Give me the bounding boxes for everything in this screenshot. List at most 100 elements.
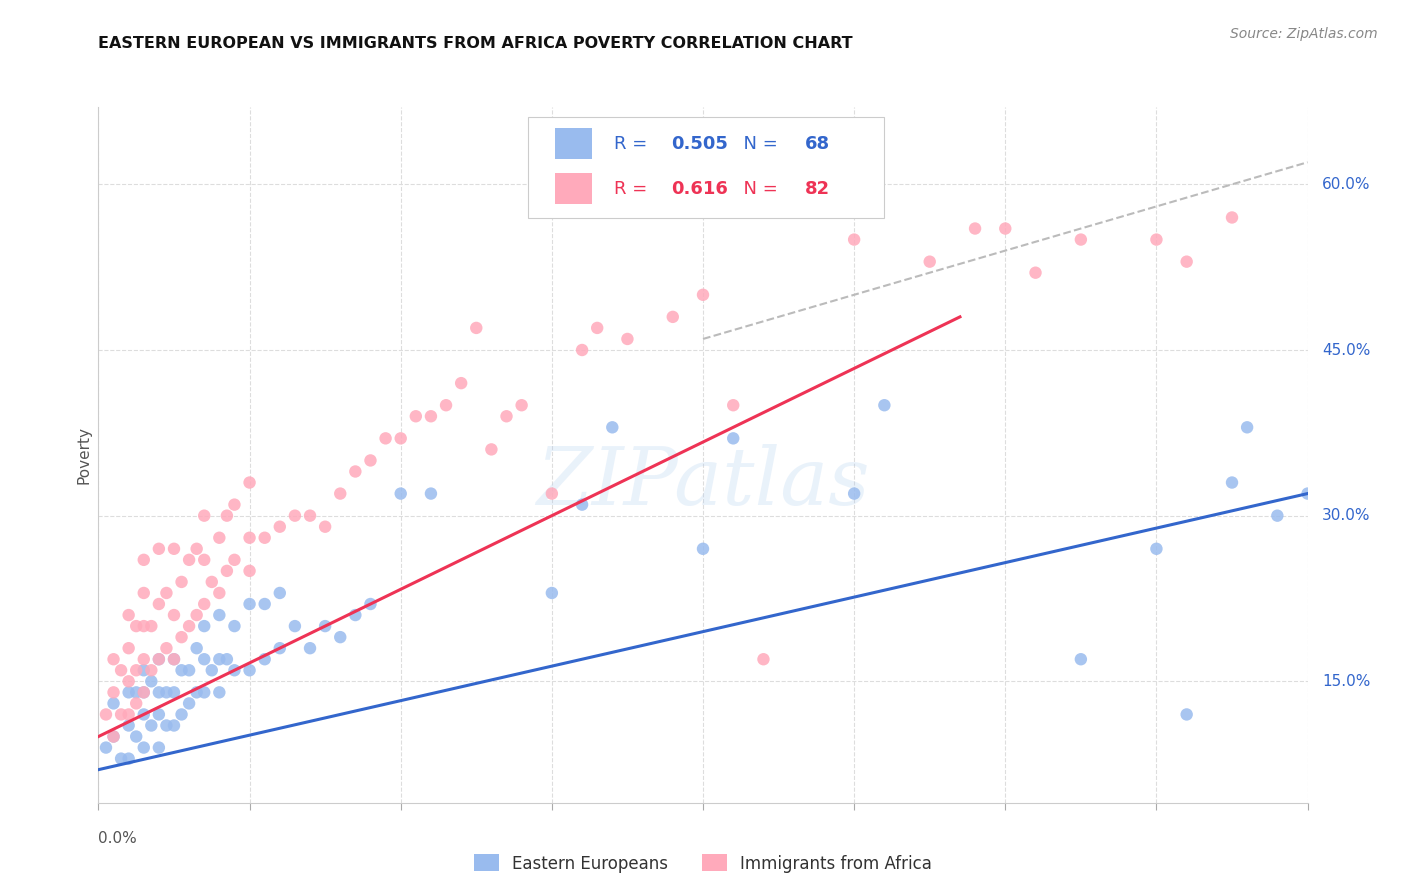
Point (269, 586, 291, 600)
Point (193, 685, 215, 699)
Point (450, 376, 472, 391)
Point (148, 685, 170, 699)
Point (103, 730, 125, 744)
Point (132, 707, 155, 722)
Point (141, 619, 163, 633)
Point (193, 508, 215, 523)
Point (118, 674, 141, 689)
Point (692, 541, 714, 556)
Point (329, 630, 352, 644)
Point (419, 409, 441, 424)
Point (148, 652, 170, 666)
Point (118, 718, 141, 732)
Text: 82: 82 (804, 180, 830, 198)
Point (132, 553, 155, 567)
Point (360, 453, 382, 467)
Point (141, 674, 163, 689)
Point (344, 465, 367, 479)
Point (571, 498, 593, 512)
Point (215, 508, 238, 523)
Point (201, 663, 224, 677)
Point (163, 652, 186, 666)
Point (193, 597, 215, 611)
Text: 0.505: 0.505 (672, 135, 728, 153)
Point (125, 663, 148, 677)
Point (118, 685, 141, 699)
Point (510, 398, 533, 412)
Point (94, 740, 117, 755)
Point (141, 663, 163, 677)
Point (253, 652, 276, 666)
Point (721, 398, 744, 412)
Point (481, 442, 503, 457)
FancyBboxPatch shape (527, 118, 884, 219)
Point (125, 685, 148, 699)
Point (239, 597, 262, 611)
Point (118, 608, 141, 623)
Point (201, 574, 224, 589)
Point (299, 641, 322, 656)
Point (314, 619, 336, 633)
Point (1070, 233, 1092, 247)
Point (125, 697, 148, 711)
Point (1220, 475, 1243, 490)
Point (177, 697, 201, 711)
Point (110, 663, 132, 677)
Point (239, 564, 262, 578)
Point (329, 486, 352, 500)
Point (148, 597, 170, 611)
Text: N =: N = (733, 180, 783, 198)
Point (208, 608, 231, 623)
Text: 0.616: 0.616 (672, 180, 728, 198)
Point (344, 608, 367, 623)
Point (215, 652, 238, 666)
Point (132, 685, 155, 699)
Point (132, 663, 155, 677)
Point (208, 586, 231, 600)
Point (284, 619, 307, 633)
Point (495, 409, 517, 424)
Point (374, 431, 396, 445)
Point (752, 652, 775, 666)
Point (1070, 652, 1092, 666)
Point (163, 685, 186, 699)
Point (118, 707, 141, 722)
Point (110, 707, 132, 722)
Point (155, 685, 177, 699)
Point (389, 431, 412, 445)
Point (103, 685, 125, 699)
Point (994, 221, 1017, 235)
Text: 68: 68 (804, 135, 830, 153)
Text: R =: R = (613, 180, 652, 198)
Point (965, 221, 987, 235)
Point (239, 663, 262, 677)
Point (844, 233, 866, 247)
Y-axis label: Poverty: Poverty (76, 425, 91, 484)
Point (224, 619, 246, 633)
Point (186, 541, 208, 556)
Point (118, 751, 141, 765)
Point (193, 652, 215, 666)
Point (419, 486, 441, 500)
Point (177, 553, 201, 567)
Point (170, 707, 193, 722)
Point (1175, 707, 1198, 722)
Point (1220, 211, 1243, 225)
Point (163, 541, 186, 556)
FancyBboxPatch shape (555, 128, 592, 159)
Point (125, 619, 148, 633)
Point (110, 751, 132, 765)
Text: N =: N = (733, 135, 783, 153)
Point (163, 652, 186, 666)
Point (118, 641, 141, 656)
Point (1144, 233, 1167, 247)
Point (186, 641, 208, 656)
Point (170, 574, 193, 589)
FancyBboxPatch shape (555, 173, 592, 204)
Point (571, 343, 593, 357)
Text: 0.0%: 0.0% (98, 830, 138, 846)
Point (661, 310, 683, 324)
Text: 15.0%: 15.0% (1322, 673, 1371, 689)
Point (186, 608, 208, 623)
Point (132, 740, 155, 755)
